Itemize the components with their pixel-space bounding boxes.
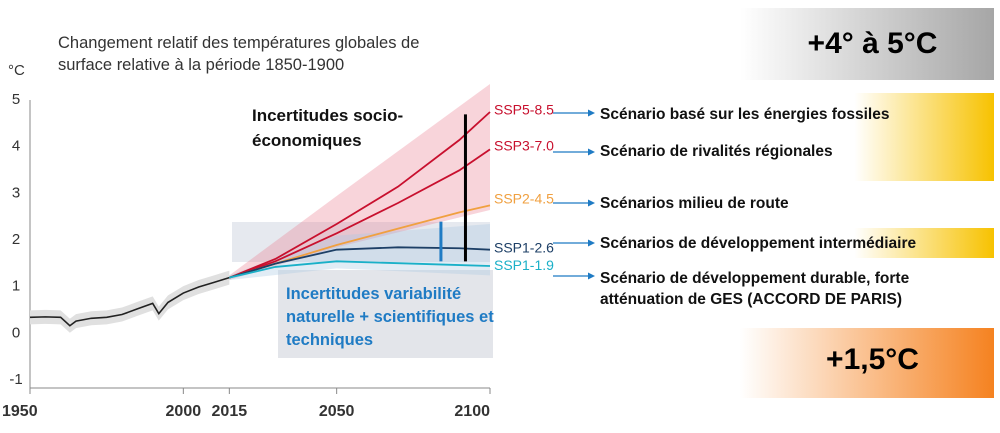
ssp-label: SSP1-1.9: [494, 257, 554, 273]
range-box-top: [740, 8, 994, 80]
scenario-label-ssp245: Scénarios milieu de route: [600, 195, 789, 212]
x-tick-label: 1950: [2, 403, 38, 420]
ssp-label: SSP3-7.0: [494, 138, 554, 154]
x-tick-label: 2100: [454, 403, 490, 420]
y-tick-label: -1: [9, 371, 22, 388]
x-tick-label: 2000: [166, 403, 202, 420]
scenario-label-ssp585: Scénario basé sur les énergies fossiles: [600, 106, 890, 123]
y-tick-label: 0: [12, 324, 20, 341]
y-tick-label: 3: [12, 184, 20, 201]
socio-uncertainty-label: Incertitudes socio-économiques: [252, 106, 404, 150]
natural-uncertainty-label: Incertitudes variabilité naturelle + sci…: [286, 285, 494, 349]
natural-uncertainty-box: [278, 270, 493, 358]
historical-band: [30, 270, 230, 333]
scenario-label-ssp126: Scénarios de développement intermédiaire: [600, 235, 917, 252]
high-uncertainty-band: [229, 84, 491, 280]
y-axis-unit: °C: [8, 62, 25, 79]
ssp-label: SSP2-4.5: [494, 190, 554, 206]
ssp-label: SSP1-2.6: [494, 239, 554, 255]
historical-line: [29, 276, 230, 327]
arrow-head: [588, 199, 595, 207]
arrow-head: [588, 239, 595, 247]
series-line-ssp1-1.9: [229, 260, 491, 279]
ssp-label: SSP5-8.5: [494, 102, 554, 118]
scenario-label-ssp370: Scénario de rivalités régionales: [600, 143, 833, 160]
lower-band-box: [232, 222, 490, 262]
y-tick-label: 1: [12, 278, 20, 295]
range-label-bottom: +1,5°C: [826, 343, 919, 376]
y-tick-label: 4: [12, 138, 20, 155]
range-label-top: +4° à 5°C: [807, 27, 938, 60]
scenario-band-intermediate: [740, 228, 994, 258]
arrow-head: [588, 148, 595, 156]
chart-title: Changement relatif des températures glob…: [58, 34, 420, 74]
x-tick-label: 2050: [319, 403, 355, 420]
arrow-head: [588, 109, 595, 117]
x-tick-label: 2015: [212, 403, 248, 420]
y-tick-label: 5: [12, 91, 20, 108]
y-tick-label: 2: [12, 231, 20, 248]
arrow-head: [588, 272, 595, 280]
scenario-band-fossil: [740, 93, 994, 181]
range-box-bottom: [740, 328, 994, 398]
scenario-label-ssp119: Scénario de développement durable, forte…: [600, 270, 910, 308]
